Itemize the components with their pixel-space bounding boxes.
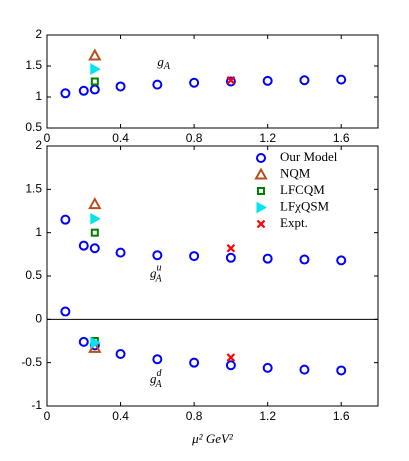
- marker: [90, 77, 99, 86]
- annotation-base: g: [150, 371, 157, 386]
- x-axis-label: μ² GeV²: [191, 431, 234, 446]
- y-tick-label: -1: [31, 398, 42, 412]
- marker: [88, 197, 102, 210]
- marker: [225, 252, 236, 263]
- y-tick-label: -0.5: [21, 355, 42, 369]
- y-tick-label: 2: [35, 27, 42, 41]
- x-tick-label: 0.4: [112, 131, 129, 145]
- annotation-sub: A: [163, 61, 171, 72]
- marker: [90, 63, 101, 75]
- legend-marker: [257, 187, 265, 195]
- legend-label: NQM: [280, 165, 311, 180]
- x-tick-label: 1.6: [333, 131, 350, 145]
- marker: [336, 365, 347, 376]
- marker: [262, 75, 273, 86]
- marker: [336, 74, 347, 85]
- plot-frame: [46, 145, 379, 407]
- marker: [88, 48, 102, 61]
- marker: [78, 85, 89, 96]
- marker: [60, 306, 71, 317]
- marker: [90, 212, 101, 225]
- marker: [189, 357, 200, 368]
- annotation-sub: A: [154, 379, 162, 390]
- x-tick-label: 1.2: [259, 131, 276, 145]
- y-tick-label: 0.5: [25, 268, 42, 282]
- marker: [152, 250, 163, 261]
- x-tick-label: 0.8: [186, 131, 203, 145]
- legend-marker: [256, 201, 268, 214]
- marker: [226, 75, 236, 85]
- y-tick-label: 0: [35, 312, 42, 326]
- marker: [262, 253, 273, 264]
- marker: [90, 228, 99, 237]
- legend-label: LFCQM: [280, 182, 325, 197]
- x-tick-label: 0: [44, 131, 51, 145]
- marker: [226, 243, 236, 253]
- y-tick-label: 0.5: [25, 120, 42, 134]
- marker: [60, 214, 71, 225]
- x-tick-label: 0.8: [186, 409, 203, 423]
- marker: [152, 354, 163, 365]
- y-tick-label: 1: [35, 225, 42, 239]
- legend-label: Our Model: [280, 149, 338, 164]
- y-tick-label: 1.5: [25, 58, 42, 72]
- marker: [78, 240, 89, 251]
- marker: [336, 255, 347, 266]
- annotation-sup: d: [156, 368, 162, 379]
- marker: [299, 75, 310, 86]
- marker: [115, 349, 126, 359]
- legend-marker: [256, 219, 266, 229]
- marker: [262, 362, 273, 373]
- legend-marker: [256, 153, 266, 163]
- y-tick-label: 1: [35, 89, 42, 103]
- marker: [60, 88, 71, 99]
- y-tick-label: 2: [35, 138, 42, 152]
- marker: [299, 254, 310, 265]
- marker: [78, 336, 89, 347]
- annotation-base: g: [157, 54, 164, 69]
- x-tick-label: 0.4: [112, 409, 129, 423]
- legend-marker: [254, 167, 268, 180]
- marker: [299, 364, 310, 375]
- annotation: gd A: [150, 368, 163, 390]
- x-tick-label: 1.2: [259, 409, 276, 423]
- annotation-sub: A: [154, 274, 162, 285]
- marker: [225, 360, 236, 371]
- x-tick-label: 1.6: [333, 409, 350, 423]
- legend-label: LFχQSM: [280, 198, 330, 213]
- marker: [90, 336, 101, 349]
- marker: [189, 251, 200, 262]
- marker: [152, 79, 163, 90]
- marker: [115, 81, 126, 92]
- annotation: gA: [157, 54, 171, 72]
- marker: [226, 353, 236, 362]
- marker: [189, 77, 200, 88]
- annotation-base: g: [150, 265, 157, 280]
- annotation-sup: u: [156, 263, 161, 274]
- legend-label: Expt.: [280, 215, 308, 230]
- x-tick-label: 0: [44, 409, 51, 423]
- y-tick-label: 1.5: [25, 182, 42, 196]
- annotation: gu A: [150, 263, 163, 285]
- marker: [89, 243, 100, 254]
- marker: [89, 84, 100, 95]
- plot-frame: [46, 34, 379, 129]
- marker: [225, 76, 236, 87]
- marker: [115, 247, 126, 258]
